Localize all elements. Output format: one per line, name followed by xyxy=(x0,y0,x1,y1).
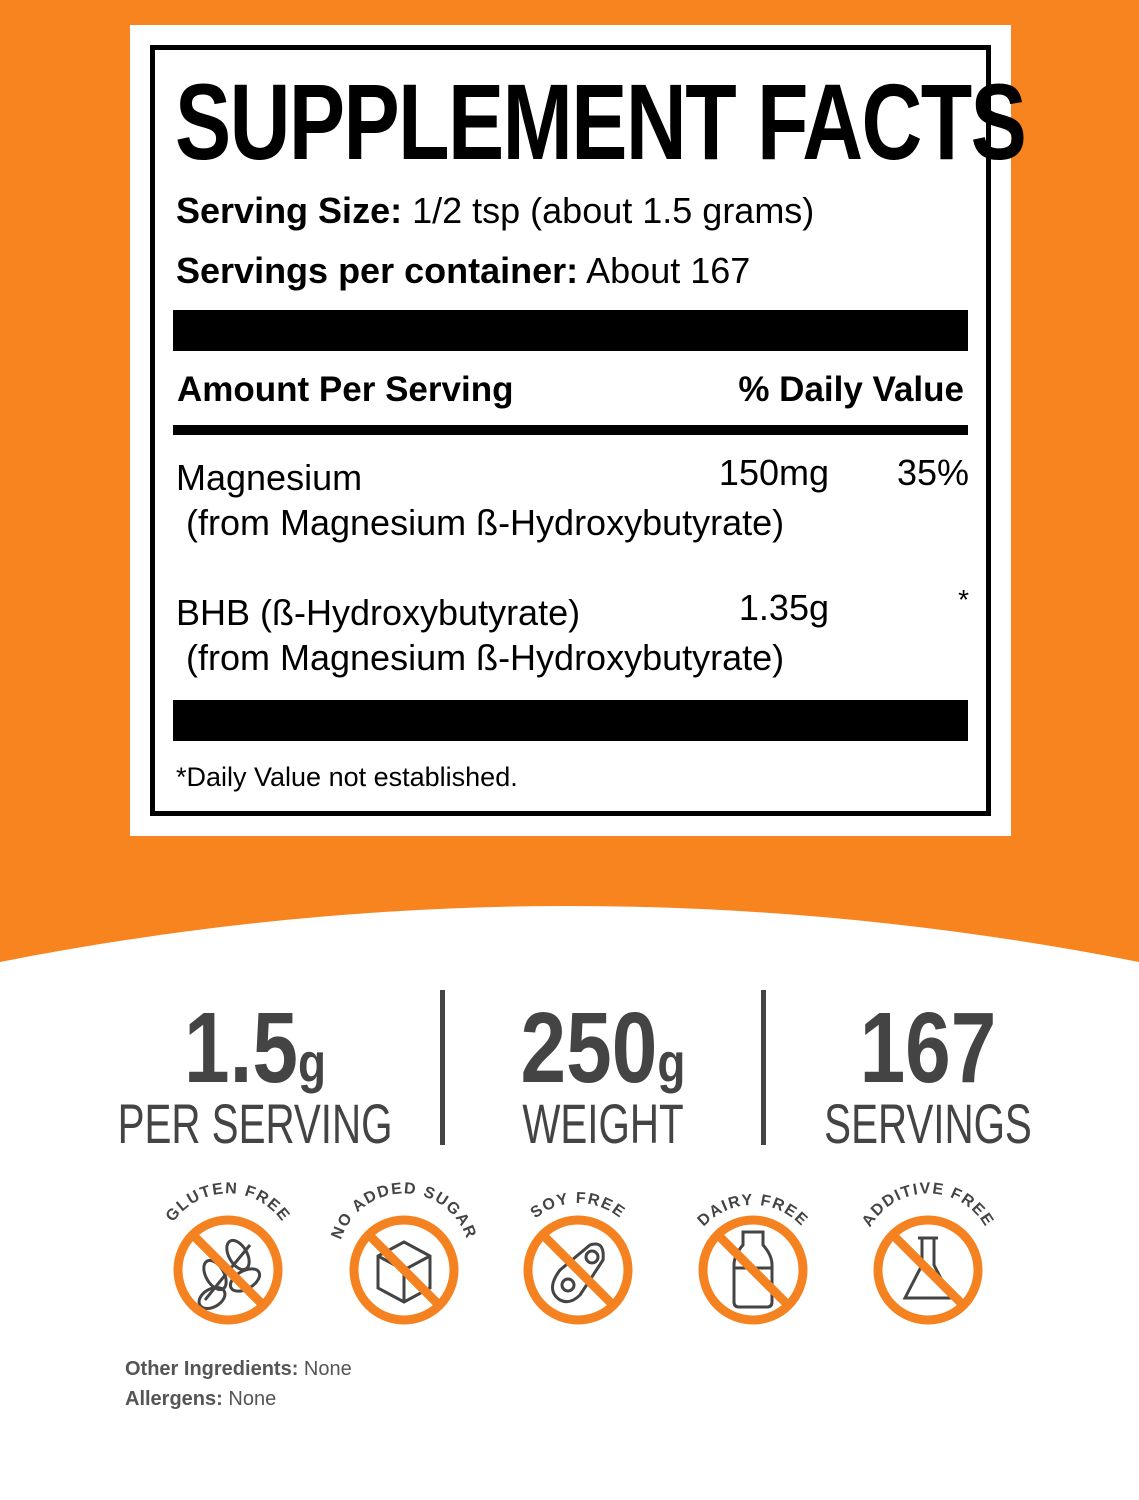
row-source: (from Magnesium ß-Hydroxybutyrate) xyxy=(186,502,785,543)
header-daily-value: % Daily Value xyxy=(738,370,964,409)
soybean-icon xyxy=(551,1242,605,1304)
stat-value: 167 xyxy=(859,992,997,1104)
row-name: Magnesium xyxy=(176,457,363,498)
stat-value: 1.5g xyxy=(183,992,327,1104)
header-amount: Amount Per Serving xyxy=(177,370,514,409)
row-dv: 35% xyxy=(896,452,969,493)
divider xyxy=(173,425,968,435)
supplement-facts-border xyxy=(150,45,991,816)
stat-divider xyxy=(761,990,766,1145)
other-ingredients: Other Ingredients: None xyxy=(125,1358,352,1380)
row-dv: * xyxy=(958,584,969,615)
stat-divider xyxy=(440,990,445,1145)
footnote: *Daily Value not established. xyxy=(176,762,518,792)
stat-label: WEIGHT xyxy=(522,1092,684,1155)
row-name: BHB (ß-Hydroxybutyrate) xyxy=(176,592,581,633)
servings-per-container: Servings per container: About 167 xyxy=(176,250,751,291)
stat-value: 250g xyxy=(520,992,686,1104)
serving-size: Serving Size: 1/2 tsp (about 1.5 grams) xyxy=(176,190,815,231)
thick-divider xyxy=(173,310,968,351)
stat-label: SERVINGS xyxy=(824,1092,1032,1155)
row-amount: 1.35g xyxy=(738,587,829,628)
label-title: SUPPLEMENT FACTS xyxy=(175,61,1027,182)
thick-divider xyxy=(173,700,968,741)
stat-label: PER SERVING xyxy=(117,1092,393,1155)
row-amount: 150mg xyxy=(718,452,829,493)
badges-row: GLUTEN FREE NO ADDED SUGAR SOY FREE DAIR… xyxy=(163,1180,996,1325)
badge-label: NO ADDED SUGAR xyxy=(329,1180,480,1241)
allergens: Allergens: None xyxy=(125,1388,277,1410)
row-source: (from Magnesium ß-Hydroxybutyrate) xyxy=(186,637,785,678)
